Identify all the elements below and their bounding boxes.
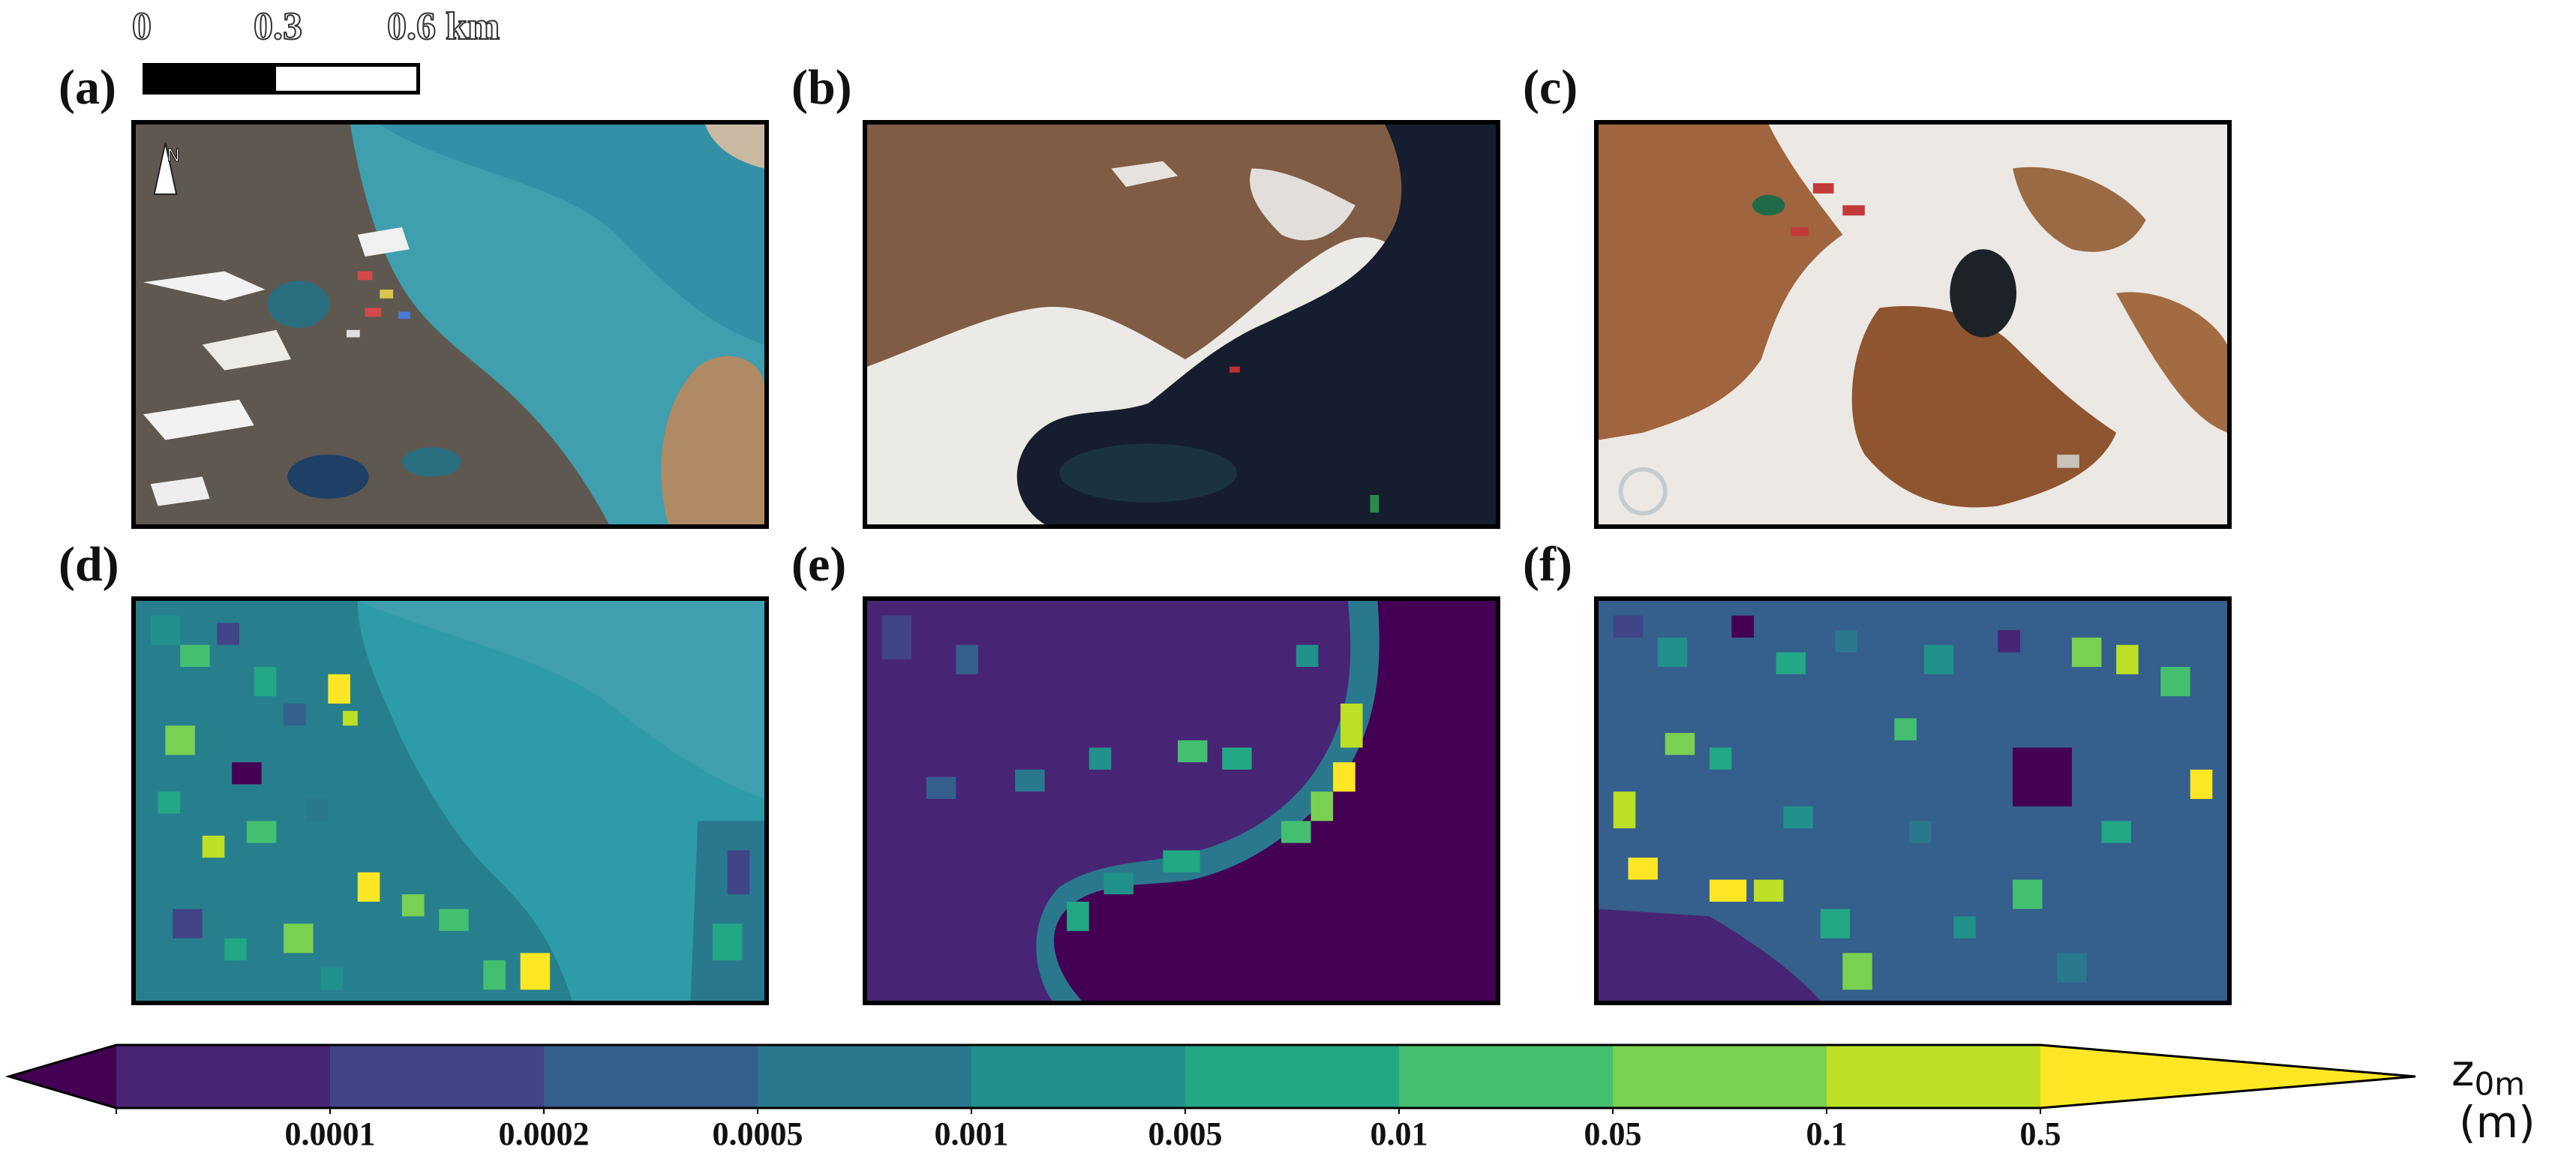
panel-label-a: (a) <box>59 60 116 115</box>
roughness-map-panel-e <box>863 596 1500 1005</box>
panel-label-e: (e) <box>791 537 847 592</box>
roughness-cells-f <box>1613 615 2213 990</box>
colorbar-segment <box>1399 1045 1613 1108</box>
colorbar-tick-label: 0.005 <box>1148 1115 1223 1152</box>
colorbar-tick-label: 0.0001 <box>284 1115 376 1152</box>
aerial-photo-panel-a: N <box>131 120 769 529</box>
colorbar-tick-label: 0.05 <box>1584 1115 1642 1152</box>
colorbar-segment <box>1185 1045 1399 1108</box>
panel-label-b: (b) <box>791 60 852 115</box>
roughness-map-panel-f <box>1594 596 2232 1005</box>
panel-label-f: (f) <box>1523 537 1572 592</box>
panel-label-c: (c) <box>1523 60 1578 115</box>
colorbar-label-unit: (m) <box>2459 1096 2535 1148</box>
roughness-map-panel-d <box>131 596 769 1005</box>
colorbar-label: z0m (m) <box>2451 1049 2576 1144</box>
colorbar-segment <box>971 1045 1185 1108</box>
colorbar-extend-high <box>2040 1045 2415 1108</box>
colorbar-segment <box>116 1045 330 1108</box>
roughness-cells-d <box>150 615 750 990</box>
colorbar-segment <box>758 1045 971 1108</box>
scale-bar-filled-segment <box>146 67 276 91</box>
colorbar-extend-low <box>9 1045 116 1108</box>
colorbar-tick-label: 0.0002 <box>498 1115 590 1152</box>
aerial-photo-panel-b <box>863 120 1500 529</box>
scale-tick-0-3: 0.3 <box>253 5 303 48</box>
aerial-photo-panel-c <box>1594 120 2232 529</box>
colorbar-tick-label: 0.0005 <box>712 1115 803 1152</box>
panel-label-d: (d) <box>59 537 119 592</box>
scale-bar <box>143 63 420 95</box>
colorbar-label-subscript: 0m <box>2474 1065 2526 1103</box>
colorbar-tick-label: 0.1 <box>1806 1115 1848 1152</box>
colorbar <box>0 1039 2423 1114</box>
scale-tick-0-6km: 0.6 km <box>386 5 500 48</box>
colorbar-tick-label: 0.001 <box>934 1115 1009 1152</box>
colorbar-segment <box>1827 1045 2040 1108</box>
colorbar-tick-label: 0.5 <box>2019 1115 2061 1152</box>
colorbar-label-symbol: z <box>2451 1045 2475 1096</box>
colorbar-segment <box>330 1045 544 1108</box>
colorbar-tick-label: 0.01 <box>1370 1115 1428 1152</box>
roughness-cells-e <box>881 615 1363 932</box>
colorbar-segment <box>544 1045 758 1108</box>
north-arrow-label: N <box>167 145 180 166</box>
colorbar-segment <box>1613 1045 1827 1108</box>
scale-tick-0: 0 <box>131 5 152 48</box>
